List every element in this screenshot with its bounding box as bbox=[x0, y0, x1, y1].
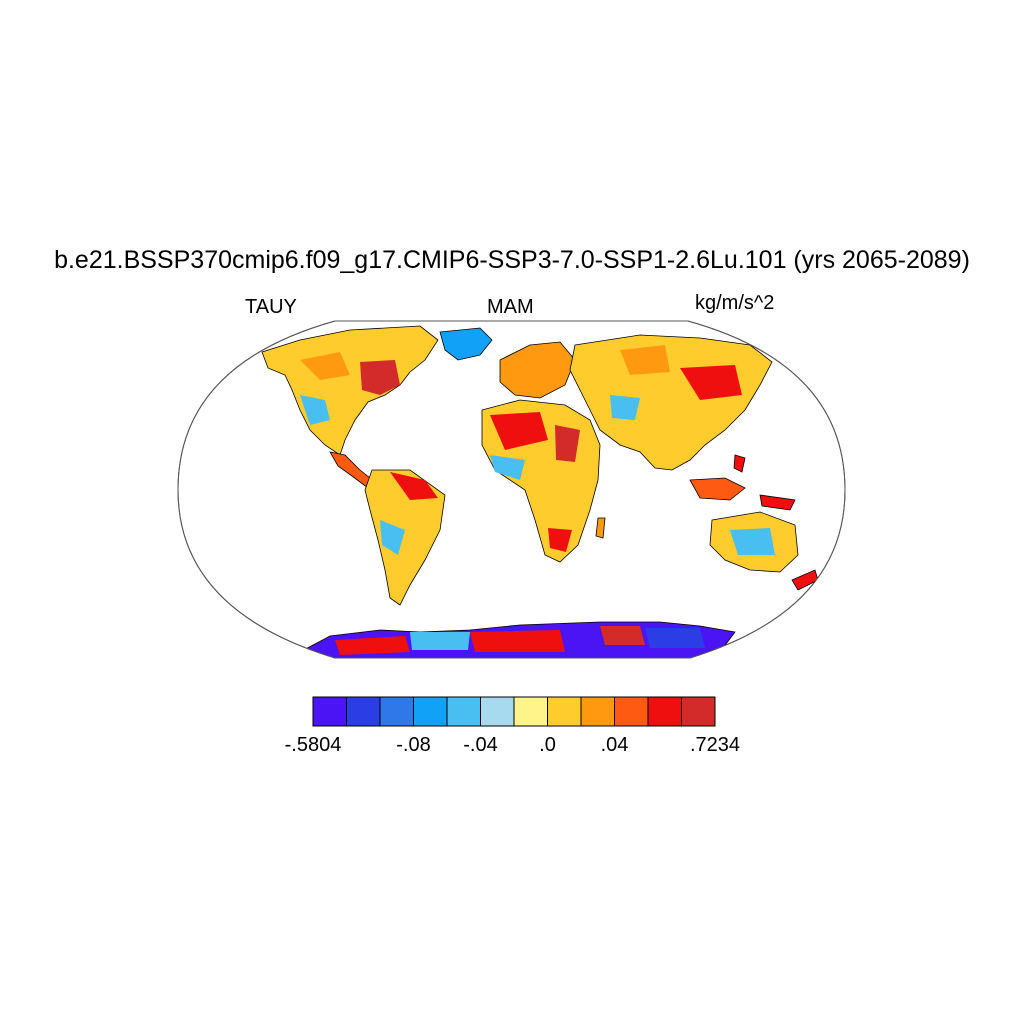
africa-blue bbox=[490, 455, 525, 480]
north-america-orange bbox=[300, 352, 350, 380]
africa-south-red bbox=[548, 528, 572, 552]
colorbar-swatch bbox=[681, 696, 716, 727]
philippines-land bbox=[733, 454, 746, 473]
land-field bbox=[261, 325, 819, 658]
colorbar-tick-label: .0 bbox=[539, 734, 556, 756]
colorbar-swatch bbox=[647, 696, 682, 727]
south-america-land bbox=[364, 469, 446, 606]
colorbar-swatch bbox=[446, 696, 481, 727]
se-asia-land bbox=[689, 477, 746, 501]
colorbar-swatch bbox=[346, 696, 381, 727]
greenland-land bbox=[439, 327, 493, 361]
europe-land bbox=[499, 341, 576, 399]
colorbar bbox=[312, 696, 716, 727]
colorbar-swatch bbox=[580, 696, 615, 727]
asia-red bbox=[680, 365, 742, 400]
colorbar-swatch bbox=[413, 696, 448, 727]
north-america-land bbox=[261, 325, 439, 456]
colorbar-tick-label: .04 bbox=[600, 734, 629, 756]
colorbar-tick-label: .7234 bbox=[689, 734, 741, 756]
colorbar-tick-label: -.08 bbox=[396, 734, 431, 756]
south-america-blue bbox=[380, 520, 405, 555]
colorbar-tick-label: -.5804 bbox=[284, 734, 342, 756]
colorbar-swatch bbox=[614, 696, 649, 727]
antarctica-light bbox=[410, 632, 470, 650]
antarctica-blue bbox=[645, 628, 705, 648]
south-america-red bbox=[390, 472, 438, 500]
units-label: kg/m/s^2 bbox=[695, 292, 775, 314]
africa-red-east bbox=[555, 425, 580, 462]
antarctica-red-3 bbox=[600, 626, 645, 645]
colorbar-swatch bbox=[312, 696, 347, 727]
map-border bbox=[177, 320, 846, 659]
variable-label: TAUY bbox=[245, 296, 297, 318]
new-guinea-land bbox=[759, 494, 796, 511]
antarctica-red-1 bbox=[335, 636, 410, 655]
colorbar-swatch bbox=[379, 696, 414, 727]
madagascar-land bbox=[595, 517, 606, 539]
colorbar-swatch bbox=[513, 696, 548, 727]
colorbar-tick-label: -.04 bbox=[463, 734, 498, 756]
north-america-red bbox=[360, 360, 400, 395]
asia-blue bbox=[610, 395, 640, 420]
africa-red-north bbox=[490, 412, 548, 450]
asia-orange bbox=[620, 345, 670, 375]
north-america-blue bbox=[300, 395, 330, 425]
colorbar-swatch bbox=[547, 696, 582, 727]
australia-blue bbox=[730, 528, 775, 555]
season-label: MAM bbox=[487, 296, 534, 318]
antarctica-red-2 bbox=[470, 630, 565, 652]
colorbar-swatch bbox=[480, 696, 515, 727]
plot-title: b.e21.BSSP370cmip6.f09_g17.CMIP6-SSP3-7.… bbox=[54, 246, 970, 274]
